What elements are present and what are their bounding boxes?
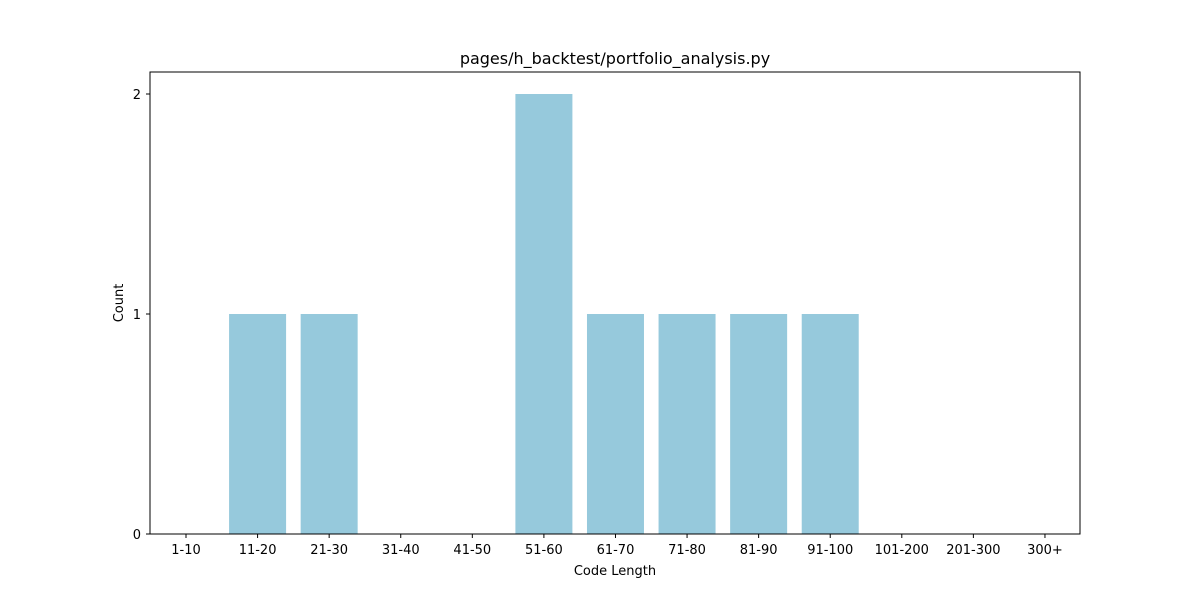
y-tick-label: 2 (133, 88, 141, 103)
x-axis-ticks: 1-10 11-20 21-30 31-40 41-50 51-60 61-70 71-80 8… (171, 534, 1063, 558)
x-tick-label: 300+ (1027, 543, 1063, 558)
x-tick-label: 21-30 (310, 543, 348, 558)
x-tick-label: 81-90 (740, 543, 778, 558)
y-tick-label: 1 (133, 308, 141, 323)
x-tick-label: 41-50 (453, 543, 491, 558)
x-tick-label: 1-10 (171, 543, 201, 558)
x-tick-label: 201-300 (946, 543, 1000, 558)
bar-21-30 (300, 314, 358, 534)
x-tick-label: 91-100 (807, 543, 853, 558)
bar-11-20 (229, 314, 287, 534)
bar-91-100 (801, 314, 859, 534)
x-tick-label: 71-80 (668, 543, 706, 558)
x-tick-label: 61-70 (597, 543, 635, 558)
bar-81-90 (730, 314, 788, 534)
chart-title: pages/h_backtest/portfolio_analysis.py (460, 49, 770, 69)
bars-layer (229, 94, 859, 534)
x-axis-label: Code Length (574, 564, 656, 579)
x-tick-label: 51-60 (525, 543, 563, 558)
bar-61-70 (586, 314, 644, 534)
y-axis-ticks: 0 1 2 (133, 88, 150, 543)
y-axis-label: Count (112, 284, 127, 323)
bar-51-60 (515, 94, 573, 534)
x-tick-label: 101-200 (875, 543, 929, 558)
bar-71-80 (658, 314, 716, 534)
y-tick-label: 0 (133, 528, 141, 543)
x-tick-label: 31-40 (382, 543, 420, 558)
x-tick-label: 11-20 (239, 543, 277, 558)
